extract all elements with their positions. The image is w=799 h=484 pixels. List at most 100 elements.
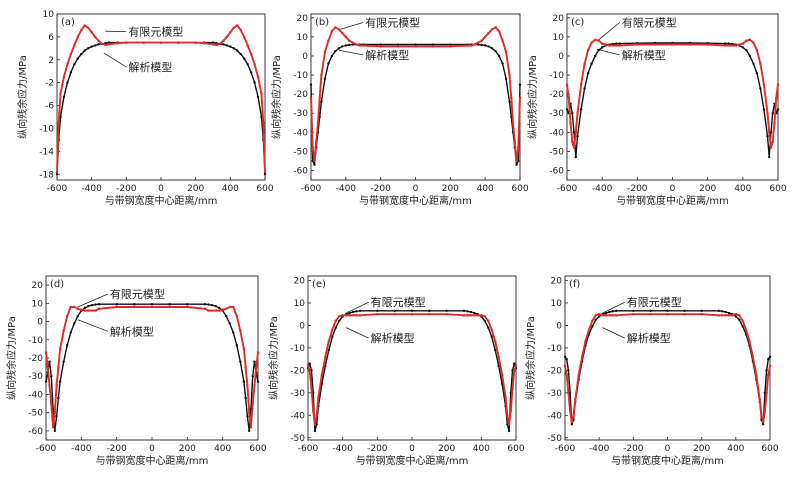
data-point <box>323 77 327 81</box>
data-point <box>348 43 351 47</box>
annotation-leader <box>596 48 620 56</box>
data-point <box>73 322 76 325</box>
data-point <box>186 303 189 306</box>
x-tick-label: -200 <box>627 184 648 194</box>
x-tick-label: 400 <box>727 444 744 454</box>
data-point <box>62 95 66 99</box>
data-point <box>313 163 316 166</box>
data-point <box>334 26 337 29</box>
data-point <box>767 357 770 361</box>
data-point <box>355 43 358 46</box>
data-point <box>501 62 504 65</box>
data-point <box>211 43 215 46</box>
data-point <box>769 131 773 134</box>
data-point <box>571 140 574 143</box>
data-point <box>62 75 66 79</box>
data-point <box>590 41 593 44</box>
data-point <box>571 112 574 115</box>
data-point <box>618 42 621 45</box>
data-point <box>341 45 344 48</box>
data-point <box>83 306 87 310</box>
data-point <box>337 47 341 50</box>
data-point <box>344 44 348 47</box>
data-point <box>50 402 53 405</box>
y-tick-label: 0 <box>556 321 562 331</box>
data-point <box>591 319 594 323</box>
data-point <box>449 45 452 48</box>
data-point <box>507 429 511 433</box>
series-fe-model <box>55 24 267 173</box>
data-point <box>66 344 69 347</box>
data-point <box>355 314 358 317</box>
y-axis-label: 纵向残余应力/MPa <box>267 316 280 400</box>
data-point <box>338 319 341 323</box>
data-point <box>351 41 354 44</box>
data-point <box>376 309 379 313</box>
data-point <box>337 28 340 31</box>
y-tick-label: -40 <box>293 128 308 138</box>
data-point <box>598 313 601 316</box>
data-point <box>194 41 197 44</box>
y-axis-label: 纵向残余应力/MPa <box>5 316 18 400</box>
y-tick-label: -10 <box>39 124 54 134</box>
x-axis-label: 与带钢宽度中心距离/mm <box>359 194 472 207</box>
data-point <box>445 309 448 313</box>
data-point <box>236 24 239 27</box>
data-point <box>497 54 501 58</box>
data-point <box>247 429 251 433</box>
data-point <box>490 328 493 332</box>
data-point <box>727 311 731 315</box>
panel-tag: (e) <box>312 279 326 290</box>
data-point <box>700 309 703 313</box>
panel-f: -600 -400 -200 0 200 400 600 20 10 0 -10 -20 -30 -40 -… <box>524 275 779 467</box>
data-point <box>239 52 242 56</box>
data-point <box>225 307 228 310</box>
x-tick-label: 600 <box>256 184 273 194</box>
x-tick-label: 400 <box>473 444 490 454</box>
data-point <box>504 51 508 54</box>
data-point <box>769 146 773 149</box>
data-point <box>501 39 504 42</box>
data-point <box>320 73 323 77</box>
data-point <box>203 42 206 45</box>
data-point <box>104 43 107 47</box>
panel-a: -600 -400 -200 0 200 400 600 10 6 2 -2 -6 -10 -14 -18 与… <box>16 10 274 207</box>
x-tick-label: -600 <box>298 444 319 454</box>
data-point <box>73 63 76 66</box>
data-point <box>133 305 136 309</box>
data-point <box>604 314 608 317</box>
x-axis-label: 与带钢宽度中心距离/mm <box>105 194 218 207</box>
annotation-label: 解析模型 <box>128 60 172 74</box>
data-point <box>203 307 207 310</box>
data-point <box>584 340 587 343</box>
y-tick-label: -20 <box>28 354 43 364</box>
annotation-leader <box>77 293 108 308</box>
x-tick-label: 200 <box>442 184 459 194</box>
data-point <box>466 44 469 47</box>
data-point <box>246 63 249 66</box>
data-point <box>228 305 231 309</box>
data-point <box>309 96 313 100</box>
data-point <box>504 77 508 81</box>
data-point <box>94 309 97 312</box>
data-point <box>671 43 674 46</box>
data-point <box>771 140 774 143</box>
x-tick-label: 600 <box>769 184 786 194</box>
data-point <box>755 373 758 376</box>
data-point <box>473 311 476 315</box>
y-tick-label: 20 <box>553 14 565 24</box>
data-point <box>611 44 614 47</box>
data-point <box>324 364 327 368</box>
data-point <box>572 414 575 417</box>
data-point <box>309 83 313 86</box>
data-point <box>253 63 256 66</box>
data-point <box>567 96 570 100</box>
data-point <box>76 57 80 60</box>
x-tick-label: -200 <box>106 444 127 454</box>
data-point <box>225 314 228 318</box>
data-point <box>229 31 232 34</box>
data-point <box>720 310 724 313</box>
data-point <box>327 340 330 343</box>
data-point <box>565 83 569 86</box>
